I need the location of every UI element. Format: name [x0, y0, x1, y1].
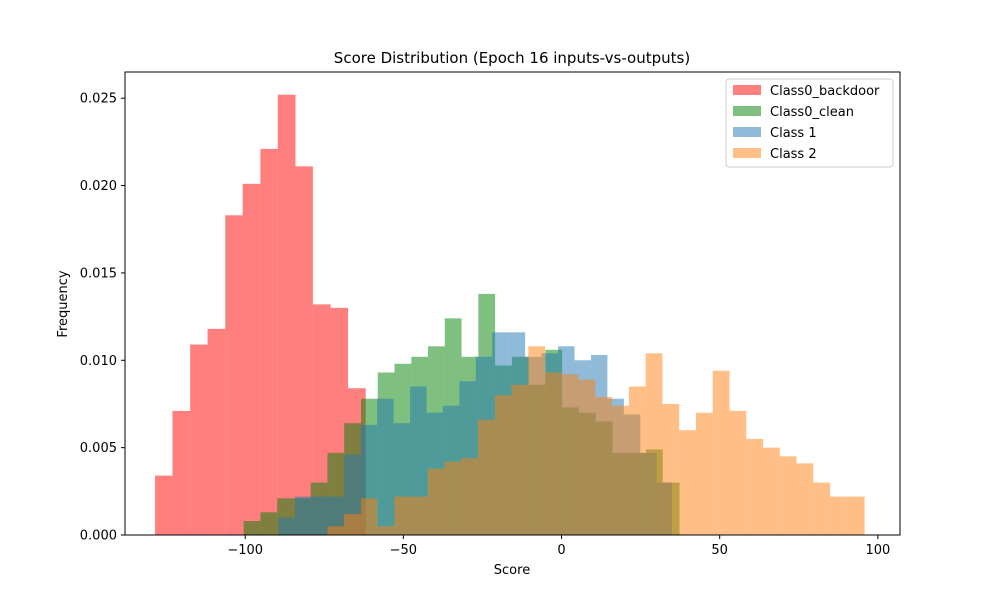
histogram-bar — [377, 526, 395, 535]
histogram-bar — [444, 461, 462, 535]
series-3 — [327, 346, 865, 535]
legend-swatch — [733, 85, 761, 95]
x-tick-label: 0 — [557, 543, 565, 558]
histogram-bar — [461, 458, 479, 535]
histogram-bar — [528, 346, 546, 535]
histogram-bar — [662, 403, 680, 535]
y-tick-label: 0.025 — [80, 92, 117, 107]
chart-title: Score Distribution (Epoch 16 inputs-vs-o… — [334, 49, 690, 67]
legend-frame — [725, 78, 894, 168]
histogram-bar — [796, 463, 814, 535]
legend-swatch — [733, 148, 761, 158]
histogram-bar — [260, 148, 278, 535]
histogram-bar — [679, 430, 696, 535]
x-tick-label: 50 — [711, 543, 728, 558]
x-tick-label: −100 — [227, 543, 263, 558]
x-tick-label: −50 — [390, 543, 417, 558]
histogram-bar — [294, 496, 312, 535]
histogram-bar — [595, 396, 613, 535]
legend-label: Class0_clean — [770, 105, 854, 120]
histogram-bar — [410, 496, 428, 535]
y-axis: 0.000 0.005 0.010 0.015 0.020 0.025 — [80, 92, 125, 544]
histogram-bar — [377, 398, 394, 535]
x-axis: −100 −50 0 50 100 — [227, 535, 890, 558]
histogram-bar — [242, 183, 261, 535]
legend-items: Class0_backdoor Class0_clean Class 1 Class … — [733, 84, 880, 162]
histogram-bar — [343, 514, 361, 535]
histogram-bar — [729, 410, 747, 535]
histogram-bar — [277, 94, 296, 536]
histogram-bar — [763, 447, 780, 535]
bars-layer — [155, 94, 865, 536]
histogram-bar — [427, 468, 445, 535]
histogram-bar — [746, 438, 764, 535]
histogram-bar — [545, 372, 562, 535]
histogram-bar — [172, 410, 191, 535]
histogram-bar — [190, 344, 208, 535]
plot-frame — [124, 71, 901, 536]
legend-swatch — [733, 106, 761, 116]
histogram-bar — [327, 526, 344, 535]
histogram-bar — [846, 496, 865, 535]
histogram-bar — [311, 496, 328, 535]
y-tick-label: 0.010 — [80, 354, 117, 369]
legend-swatch — [733, 127, 761, 137]
histogram-bar — [628, 386, 646, 535]
histogram-bar — [779, 456, 797, 535]
histogram-bar — [327, 496, 345, 535]
histogram-bar — [312, 304, 331, 535]
histogram-bar — [578, 379, 596, 535]
histogram-bar — [561, 374, 579, 535]
histogram-bar — [207, 328, 226, 535]
histogram-bar — [278, 517, 295, 535]
histogram-bar — [478, 419, 495, 535]
histogram-bar — [295, 166, 313, 535]
histogram-bar — [645, 353, 663, 535]
histogram-bar — [360, 498, 378, 535]
histogram-bar — [260, 512, 278, 535]
x-tick-label: 100 — [865, 543, 890, 558]
series-0 — [155, 94, 366, 536]
histogram-bar — [394, 496, 411, 535]
y-tick-label: 0.000 — [80, 529, 117, 544]
y-tick-label: 0.015 — [80, 266, 117, 281]
histogram-bar — [612, 405, 629, 535]
histogram-bar — [494, 395, 512, 535]
histogram-bar — [712, 370, 730, 535]
legend-label: Class0_backdoor — [770, 84, 880, 99]
histogram-bar — [813, 482, 831, 535]
y-tick-label: 0.005 — [80, 441, 117, 456]
y-axis-label: Frequency — [56, 270, 71, 337]
histogram-bar — [225, 215, 243, 535]
histogram-bar — [243, 521, 261, 535]
y-tick-label: 0.020 — [80, 179, 117, 194]
x-axis-label: Score — [494, 563, 530, 578]
histogram-bar — [830, 496, 847, 535]
legend: Class0_backdoor Class0_clean Class 1 Class … — [725, 78, 894, 168]
legend-label: Class 1 — [770, 126, 817, 141]
legend-label: Class 2 — [770, 147, 817, 162]
histogram-bar — [695, 412, 713, 535]
histogram-bar — [155, 475, 173, 535]
histogram-bar — [511, 384, 529, 535]
